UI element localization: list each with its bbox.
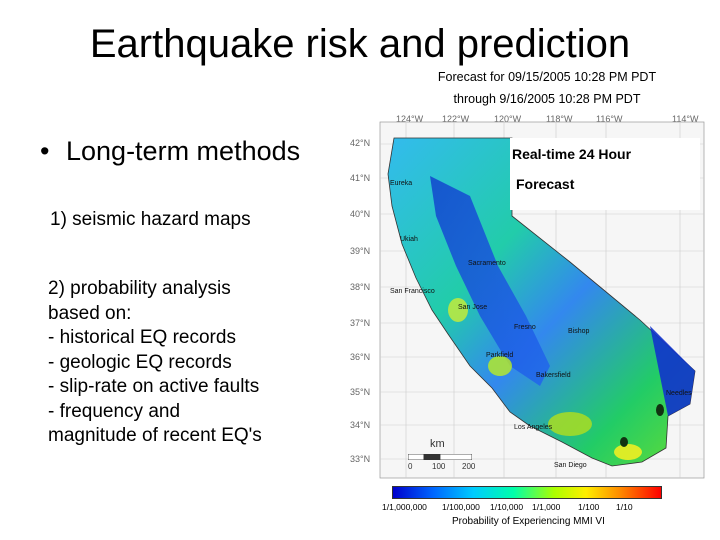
scale-unit: km <box>430 438 445 450</box>
item2-line: - frequency and <box>48 400 181 422</box>
bullet-text: Long-term methods <box>66 136 301 166</box>
item2-line: magnitude of recent EQ's <box>48 425 262 446</box>
lon-label: 122°W <box>442 114 470 124</box>
item2-line: - geologic EQ records <box>48 351 232 373</box>
city-label: Parkfield <box>486 352 514 359</box>
lat-label: 33°N <box>350 454 371 464</box>
eastern-desert <box>650 326 695 416</box>
item2-line: - slip-rate on active faults <box>48 376 260 397</box>
city-label: Bishop <box>568 328 590 335</box>
city-label: Ukiah <box>400 236 418 243</box>
salton-sea <box>620 437 628 447</box>
city-label: San Diego <box>554 462 587 469</box>
lon-label: 116°W <box>596 114 623 124</box>
bullet-dot: • <box>40 136 50 166</box>
lat-label: 41°N <box>350 173 371 183</box>
item2-line: - historical EQ records <box>48 327 236 348</box>
lon-label: 118°W <box>546 114 573 124</box>
forecast-map-figure: Forecast for 09/15/2005 10:28 PM PDT thr… <box>350 66 720 540</box>
item-seismic-hazard-maps: 1) seismic hazard maps <box>50 209 251 230</box>
colorbar-tick: 1/100,000 <box>442 502 480 512</box>
lon-label: 114°W <box>672 114 699 124</box>
city-label: Fresno <box>514 324 536 331</box>
lat-label: 36°N <box>350 352 371 362</box>
lat-label: 35°N <box>350 387 371 397</box>
colorbar-tick: 1/10,000 <box>490 502 524 512</box>
scale-bar <box>408 454 472 460</box>
scale-tick: 0 <box>408 462 413 471</box>
colorbar-title: Probability of Experiencing MMI VI <box>452 516 605 527</box>
item2-line: based on: <box>48 302 132 324</box>
lat-label: 37°N <box>350 318 371 328</box>
item-probability-analysis: 2) probability analysis based on: - hist… <box>48 277 262 449</box>
city-label: Needles <box>666 390 692 397</box>
lon-label: 120°W <box>494 114 522 124</box>
central-valley <box>430 176 550 386</box>
city-label: Los Angeles <box>514 424 553 431</box>
city-label: Eureka <box>390 180 413 187</box>
lon-label: 124°W <box>396 114 424 124</box>
lat-label: 34°N <box>350 420 371 430</box>
probability-colorbar <box>392 486 662 499</box>
colorbar-tick: 1/10 <box>616 502 633 512</box>
forecast-line-2: through 9/16/2005 10:28 PM PDT <box>453 92 641 106</box>
lat-label: 40°N <box>350 209 371 219</box>
item2-line: 2) probability analysis <box>48 278 231 299</box>
lat-label: 42°N <box>350 138 371 148</box>
city-label: San Jose <box>458 304 488 311</box>
lat-label: 39°N <box>350 246 371 256</box>
city-label: Sacramento <box>468 260 506 267</box>
california-hazard-map <box>379 121 705 479</box>
city-label: Bakersfield <box>536 372 571 379</box>
colorbar-tick: 1/1,000 <box>532 502 561 512</box>
realtime-label-box <box>510 138 700 210</box>
realtime-label-line-1: Real-time 24 Hour <box>512 146 632 162</box>
city-label: San Francisco <box>390 288 435 295</box>
slide-title: Earthquake risk and prediction <box>89 22 631 66</box>
lat-label: 38°N <box>350 282 371 292</box>
colorbar-tick: 1/100 <box>578 502 600 512</box>
colorbar-tick: 1/1,000,000 <box>382 502 427 512</box>
forecast-line-1: Forecast for 09/15/2005 10:28 PM PDT <box>437 70 657 84</box>
scale-tick: 200 <box>462 462 476 471</box>
bullet-long-term-methods: • Long-term methods <box>40 134 300 168</box>
scale-tick: 100 <box>432 462 446 471</box>
realtime-label-line-2: Forecast <box>516 176 575 192</box>
